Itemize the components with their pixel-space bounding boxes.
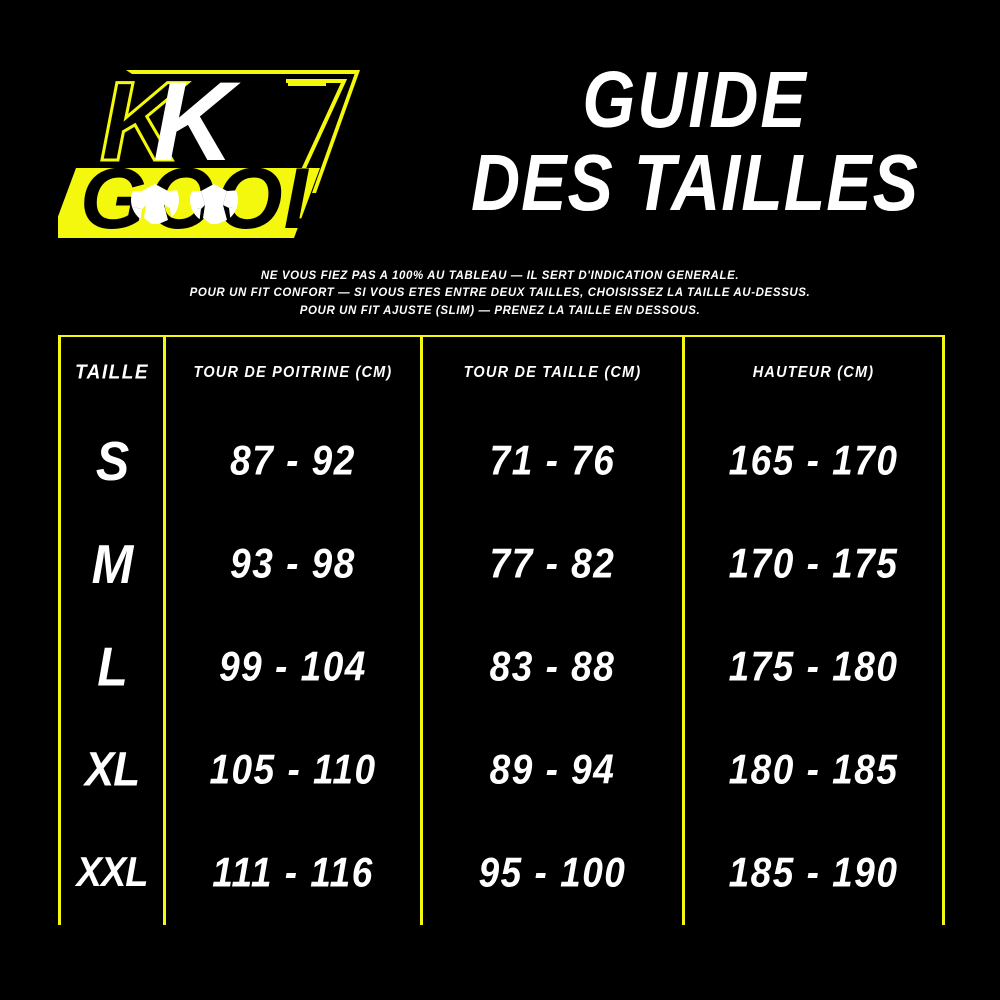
guidance-notes: NE VOUS FIEZ PAS A 100% AU TABLEAU — IL …	[0, 268, 1000, 320]
cell-waist: 71 - 76	[420, 400, 685, 520]
table-row: XL 105 - 110 89 - 94 180 - 185	[58, 709, 945, 829]
note-line-1: NE VOUS FIEZ PAS A 100% AU TABLEAU — IL …	[260, 269, 740, 283]
cell-waist: 89 - 94	[420, 709, 685, 829]
cell-size: L	[58, 607, 166, 725]
cell-chest: 111 - 116	[163, 812, 423, 932]
column-header-height: HAUTEUR (CM)	[682, 332, 945, 413]
size-chart-table: TAILLE TOUR DE POITRINE (CM) TOUR DE TAI…	[58, 332, 945, 932]
cell-chest: 105 - 110	[163, 709, 423, 829]
logo-seven	[286, 79, 348, 182]
cell-waist: 77 - 82	[420, 503, 685, 623]
note-line-2: POUR UN FIT CONFORT — SI VOUS ETES ENTRE…	[189, 286, 811, 300]
cell-waist: 95 - 100	[420, 812, 685, 932]
svg-text:K: K	[153, 59, 241, 184]
logo-right-slash	[312, 70, 360, 193]
cell-height: 165 - 170	[682, 400, 945, 520]
cell-size: S	[58, 401, 166, 519]
table-row: M 93 - 98 77 - 82 170 - 175	[58, 503, 945, 623]
cell-height: 180 - 185	[682, 709, 945, 829]
column-header-waist: TOUR DE TAILLE (CM)	[420, 332, 685, 413]
cell-height: 170 - 175	[682, 503, 945, 623]
page-title: GUIDE DES TAILLES	[430, 54, 960, 222]
table-row: XXL 111 - 116 95 - 100 185 - 190	[58, 812, 945, 932]
column-header-chest: TOUR DE POITRINE (CM)	[163, 332, 423, 413]
brand-logo: K K GOOL	[58, 48, 418, 243]
cell-size: M	[58, 504, 166, 622]
note-line-3: POUR UN FIT AJUSTE (SLIM) — PRENEZ LA TA…	[299, 304, 701, 317]
cell-size: XXL	[58, 813, 166, 931]
cell-height: 175 - 180	[682, 606, 945, 726]
cell-waist: 83 - 88	[420, 606, 685, 726]
cell-size: XL	[58, 710, 166, 828]
logo-bottom-band	[58, 168, 320, 238]
cell-chest: 99 - 104	[163, 606, 423, 726]
page-title-line-1: GUIDE	[582, 54, 808, 145]
logo-letter-k-outline: K	[99, 58, 190, 186]
cell-chest: 87 - 92	[163, 400, 423, 520]
svg-text:K: K	[100, 59, 188, 184]
column-header-size: TAILLE	[58, 332, 166, 413]
table-header-row: TAILLE TOUR DE POITRINE (CM) TOUR DE TAI…	[58, 332, 945, 413]
cell-height: 185 - 190	[682, 812, 945, 932]
size-chart-header: TAILLE TOUR DE POITRINE (CM) TOUR DE TAI…	[58, 332, 945, 413]
size-chart-body: S 87 - 92 71 - 76 165 - 170 M 93 - 98 77…	[58, 400, 945, 932]
page-title-line-2: DES TAILLES	[471, 137, 919, 228]
logo-letter-k-white: K	[153, 59, 241, 184]
logo-top-rule	[126, 70, 358, 74]
cell-chest: 93 - 98	[163, 503, 423, 623]
brand-logo-svg: K K GOOL	[58, 58, 360, 243]
table-row: L 99 - 104 83 - 88 175 - 180	[58, 606, 945, 726]
table-row: S 87 - 92 71 - 76 165 - 170	[58, 400, 945, 520]
